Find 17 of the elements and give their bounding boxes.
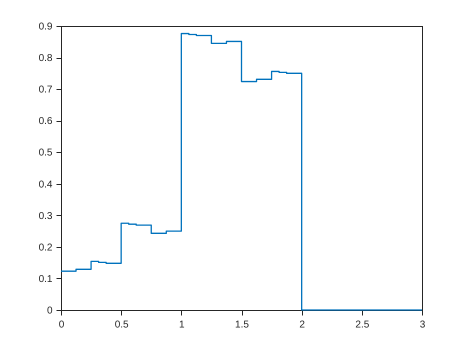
x-tick-label: 3 <box>420 320 426 330</box>
y-tick-label: 0.1 <box>38 274 53 285</box>
y-tick-label: 0.8 <box>38 53 53 64</box>
y-tick-label: 0.5 <box>38 148 53 159</box>
x-tick-label: 2 <box>299 320 306 330</box>
x-tick-label: 1 <box>179 320 186 330</box>
y-tick-label: 0.6 <box>38 116 53 128</box>
x-tick-label: 0.5 <box>114 320 130 330</box>
x-tick-label: 0 <box>58 320 65 330</box>
y-tick-label: 0.4 <box>38 179 53 190</box>
y-tick-label: 0.7 <box>38 84 53 96</box>
y-tick-label: 0.3 <box>38 210 53 222</box>
y-tick-label: 0 <box>46 306 53 316</box>
x-tick-label: 2.5 <box>355 320 370 330</box>
y-tick-label: 0.9 <box>38 22 53 32</box>
y-tick-label: 0.2 <box>38 242 53 254</box>
x-tick-label: 1.5 <box>235 320 250 330</box>
